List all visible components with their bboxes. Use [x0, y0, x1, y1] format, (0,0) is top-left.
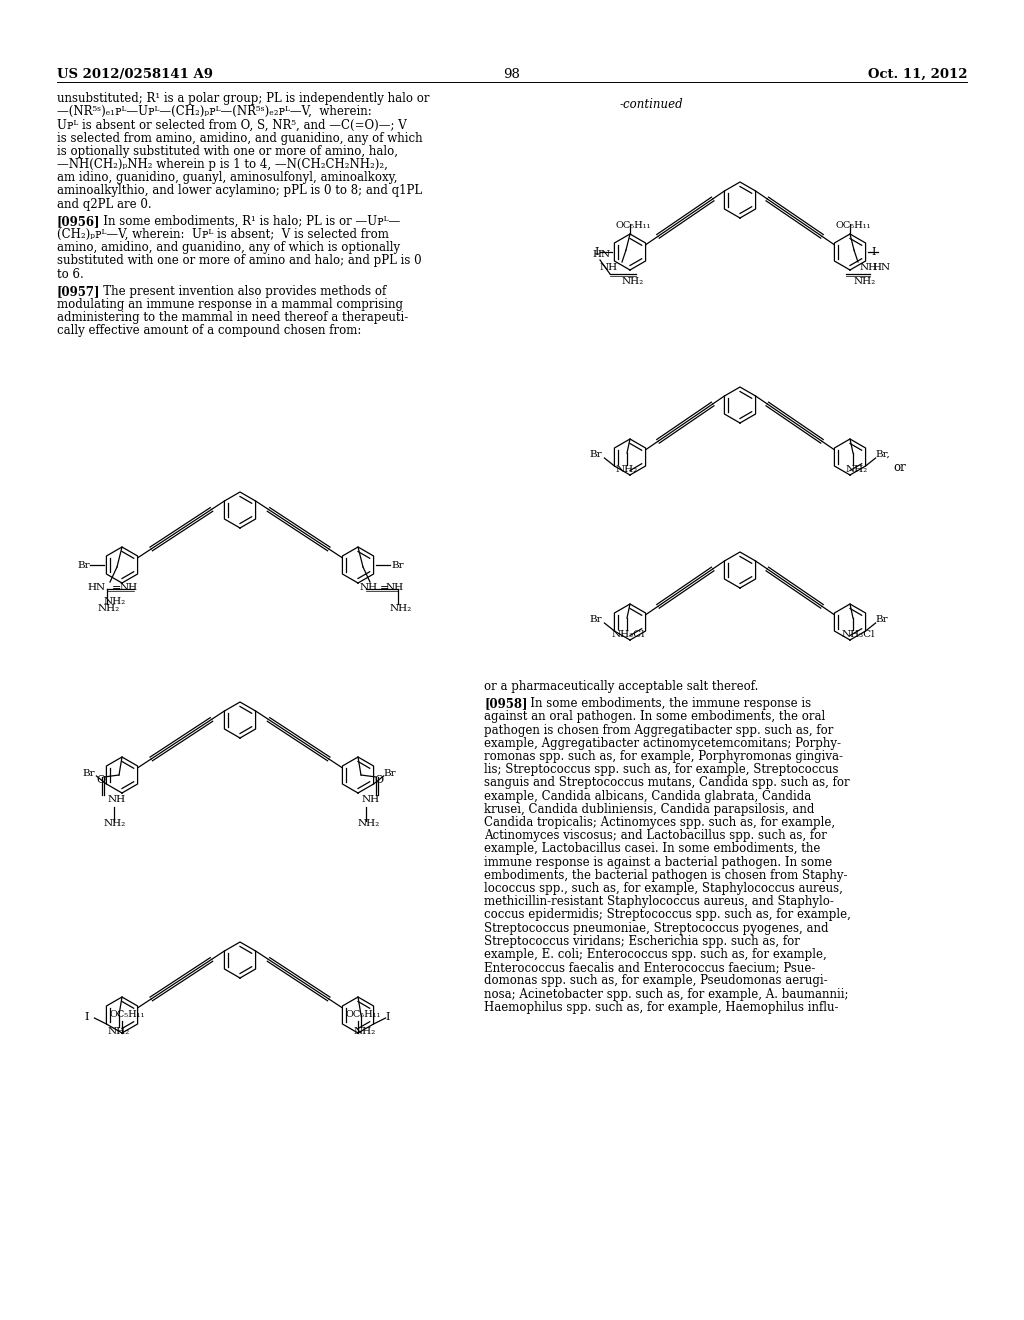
Text: OC₅H₁₁: OC₅H₁₁ [836, 220, 871, 230]
Text: O: O [96, 775, 105, 785]
Text: Actinomyces viscosus; and Lactobacillus spp. such as, for: Actinomyces viscosus; and Lactobacillus … [484, 829, 826, 842]
Text: [0956]: [0956] [57, 215, 100, 228]
Text: Streptococcus pneumoniae, Streptococcus pyogenes, and: Streptococcus pneumoniae, Streptococcus … [484, 921, 828, 935]
Text: coccus epidermidis; Streptococcus spp. such as, for example,: coccus epidermidis; Streptococcus spp. s… [484, 908, 851, 921]
Text: NH: NH [600, 263, 618, 272]
Text: lis; Streptococcus spp. such as, for example, Streptococcus: lis; Streptococcus spp. such as, for exa… [484, 763, 839, 776]
Text: The present invention also provides methods of: The present invention also provides meth… [92, 285, 386, 298]
Text: US 2012/0258141 A9: US 2012/0258141 A9 [57, 69, 213, 81]
Text: or: or [894, 461, 906, 474]
Text: NH₂: NH₂ [854, 277, 877, 286]
Text: I: I [386, 1012, 390, 1022]
Text: NH₂: NH₂ [358, 818, 380, 828]
Text: is optionally substituted with one or more of amino, halo,: is optionally substituted with one or mo… [57, 145, 398, 158]
Text: —NH(CH₂)ₚNH₂ wherein p is 1 to 4, —N(CH₂CH₂NH₂)₂,: —NH(CH₂)ₚNH₂ wherein p is 1 to 4, —N(CH₂… [57, 158, 388, 172]
Text: against an oral pathogen. In some embodiments, the oral: against an oral pathogen. In some embodi… [484, 710, 825, 723]
Text: immune response is against a bacterial pathogen. In some: immune response is against a bacterial p… [484, 855, 833, 869]
Text: romonas spp. such as, for example, Porphyromonas gingiva-: romonas spp. such as, for example, Porph… [484, 750, 843, 763]
Text: NH: NH [386, 583, 404, 591]
Text: I: I [871, 247, 876, 257]
Text: 98: 98 [504, 69, 520, 81]
Text: Haemophilus spp. such as, for example, Haemophilus influ-: Haemophilus spp. such as, for example, H… [484, 1001, 839, 1014]
Text: =: = [112, 583, 122, 593]
Text: amino, amidino, and guanidino, any of which is optionally: amino, amidino, and guanidino, any of wh… [57, 242, 400, 255]
Text: [0958]: [0958] [484, 697, 527, 710]
Text: I: I [594, 247, 598, 257]
Text: cally effective amount of a compound chosen from:: cally effective amount of a compound cho… [57, 325, 361, 338]
Text: NH₂: NH₂ [104, 818, 126, 828]
Text: unsubstituted; R¹ is a polar group; PL is independently halo or: unsubstituted; R¹ is a polar group; PL i… [57, 92, 429, 106]
Text: NH: NH [362, 795, 380, 804]
Text: I: I [84, 1012, 89, 1022]
Text: OC₅H₁₁: OC₅H₁₁ [110, 1010, 145, 1019]
Text: NH: NH [860, 263, 879, 272]
Text: or a pharmaceutically acceptable salt thereof.: or a pharmaceutically acceptable salt th… [484, 680, 759, 693]
Text: HN: HN [872, 263, 890, 272]
Text: pathogen is chosen from Αggregatibacter spp. such as, for: pathogen is chosen from Αggregatibacter … [484, 723, 834, 737]
Text: In some embodiments, R¹ is halo; PL is or —Uᴘᴸ—: In some embodiments, R¹ is halo; PL is o… [92, 215, 400, 228]
Text: Enterococcus faecalis and Enterococcus faecium; Psue-: Enterococcus faecalis and Enterococcus f… [484, 961, 815, 974]
Text: am idino, guanidino, guanyl, aminosulfonyl, aminoalkoxy,: am idino, guanidino, guanyl, aminosulfon… [57, 172, 397, 185]
Text: NH₂: NH₂ [108, 1027, 130, 1036]
Text: and q2PL are 0.: and q2PL are 0. [57, 198, 152, 211]
Text: Br: Br [384, 770, 396, 777]
Text: NH₃Cl: NH₃Cl [612, 630, 645, 639]
Text: NH₃Cl: NH₃Cl [842, 630, 876, 639]
Text: Br: Br [876, 615, 888, 624]
Text: to 6.: to 6. [57, 268, 84, 281]
Text: example, Αggregatibacter actinomycetemcomitans; Porphy-: example, Αggregatibacter actinomycetemco… [484, 737, 841, 750]
Text: example, Lactobacillus casei. In some embodiments, the: example, Lactobacillus casei. In some em… [484, 842, 820, 855]
Text: NH₂: NH₂ [104, 597, 126, 606]
Text: NH₂: NH₂ [390, 605, 413, 612]
Text: HN: HN [592, 249, 610, 259]
Text: NH₂: NH₂ [98, 605, 120, 612]
Text: Br: Br [590, 615, 602, 624]
Text: Oct. 11, 2012: Oct. 11, 2012 [867, 69, 967, 81]
Text: substituted with one or more of amino and halo; and pPL is 0: substituted with one or more of amino an… [57, 255, 422, 268]
Text: example, E. coli; Enterococcus spp. such as, for example,: example, E. coli; Enterococcus spp. such… [484, 948, 826, 961]
Text: example, Candida albicans, Candida glabrata, Candida: example, Candida albicans, Candida glabr… [484, 789, 811, 803]
Text: NH: NH [120, 583, 138, 591]
Text: nosa; Acinetobacter spp. such as, for example, A. baumannii;: nosa; Acinetobacter spp. such as, for ex… [484, 987, 849, 1001]
Text: Candida tropicalis; Actinomyces spp. such as, for example,: Candida tropicalis; Actinomyces spp. suc… [484, 816, 836, 829]
Text: Br: Br [590, 450, 602, 459]
Text: Br: Br [391, 561, 403, 569]
Text: NH₂: NH₂ [354, 1027, 376, 1036]
Text: aminoalkylthio, and lower acylamino; pPL is 0 to 8; and q1PL: aminoalkylthio, and lower acylamino; pPL… [57, 185, 422, 198]
Text: modulating an immune response in a mammal comprising: modulating an immune response in a mamma… [57, 298, 403, 312]
Text: krusei, Candida dubliniensis, Candida parapsilosis, and: krusei, Candida dubliniensis, Candida pa… [484, 803, 814, 816]
Text: domonas spp. such as, for example, Pseudomonas aerugi-: domonas spp. such as, for example, Pseud… [484, 974, 827, 987]
Text: =: = [380, 583, 389, 593]
Text: NH₂: NH₂ [616, 465, 638, 474]
Text: O: O [374, 775, 383, 785]
Text: is selected from amino, amidino, and guanidino, any of which: is selected from amino, amidino, and gua… [57, 132, 423, 145]
Text: Br: Br [77, 561, 90, 569]
Text: -continued: -continued [620, 98, 684, 111]
Text: OC₅H₁₁: OC₅H₁₁ [616, 220, 651, 230]
Text: NH₂: NH₂ [622, 277, 644, 286]
Text: HN: HN [87, 583, 105, 591]
Text: [0957]: [0957] [57, 285, 100, 298]
Text: NH: NH [108, 795, 126, 804]
Text: embodiments, the bacterial pathogen is chosen from Staphy-: embodiments, the bacterial pathogen is c… [484, 869, 848, 882]
Text: lococcus spp., such as, for example, Staphylococcus aureus,: lococcus spp., such as, for example, Sta… [484, 882, 843, 895]
Text: NH₂: NH₂ [846, 465, 868, 474]
Text: —(NR⁵ˢ)ₑ₁ᴘᴸ—Uᴘᴸ—(CH₂)ₚᴘᴸ—(NR⁵ˢ)ₑ₂ᴘᴸ—V,  wherein:: —(NR⁵ˢ)ₑ₁ᴘᴸ—Uᴘᴸ—(CH₂)ₚᴘᴸ—(NR⁵ˢ)ₑ₂ᴘᴸ—V, w… [57, 106, 372, 119]
Text: In some embodiments, the immune response is: In some embodiments, the immune response… [519, 697, 811, 710]
Text: sanguis and Streptococcus mutans, Candida spp. such as, for: sanguis and Streptococcus mutans, Candid… [484, 776, 850, 789]
Text: Uᴘᴸ is absent or selected from O, S, NR⁵, and —C(=O)—; V: Uᴘᴸ is absent or selected from O, S, NR⁵… [57, 119, 407, 132]
Text: (CH₂)ₚᴘᴸ—V, wherein:  Uᴘᴸ is absent;  V is selected from: (CH₂)ₚᴘᴸ—V, wherein: Uᴘᴸ is absent; V is… [57, 228, 389, 242]
Text: administering to the mammal in need thereof a therapeuti-: administering to the mammal in need ther… [57, 312, 409, 325]
Text: OC₅H₁₁: OC₅H₁₁ [346, 1010, 382, 1019]
Text: methicillin-resistant Staphylococcus aureus, and Staphylo-: methicillin-resistant Staphylococcus aur… [484, 895, 834, 908]
Text: Br: Br [82, 770, 95, 777]
Text: NH: NH [360, 583, 378, 591]
Text: Streptococcus viridans; Escherichia spp. such as, for: Streptococcus viridans; Escherichia spp.… [484, 935, 800, 948]
Text: Br,: Br, [876, 450, 890, 459]
